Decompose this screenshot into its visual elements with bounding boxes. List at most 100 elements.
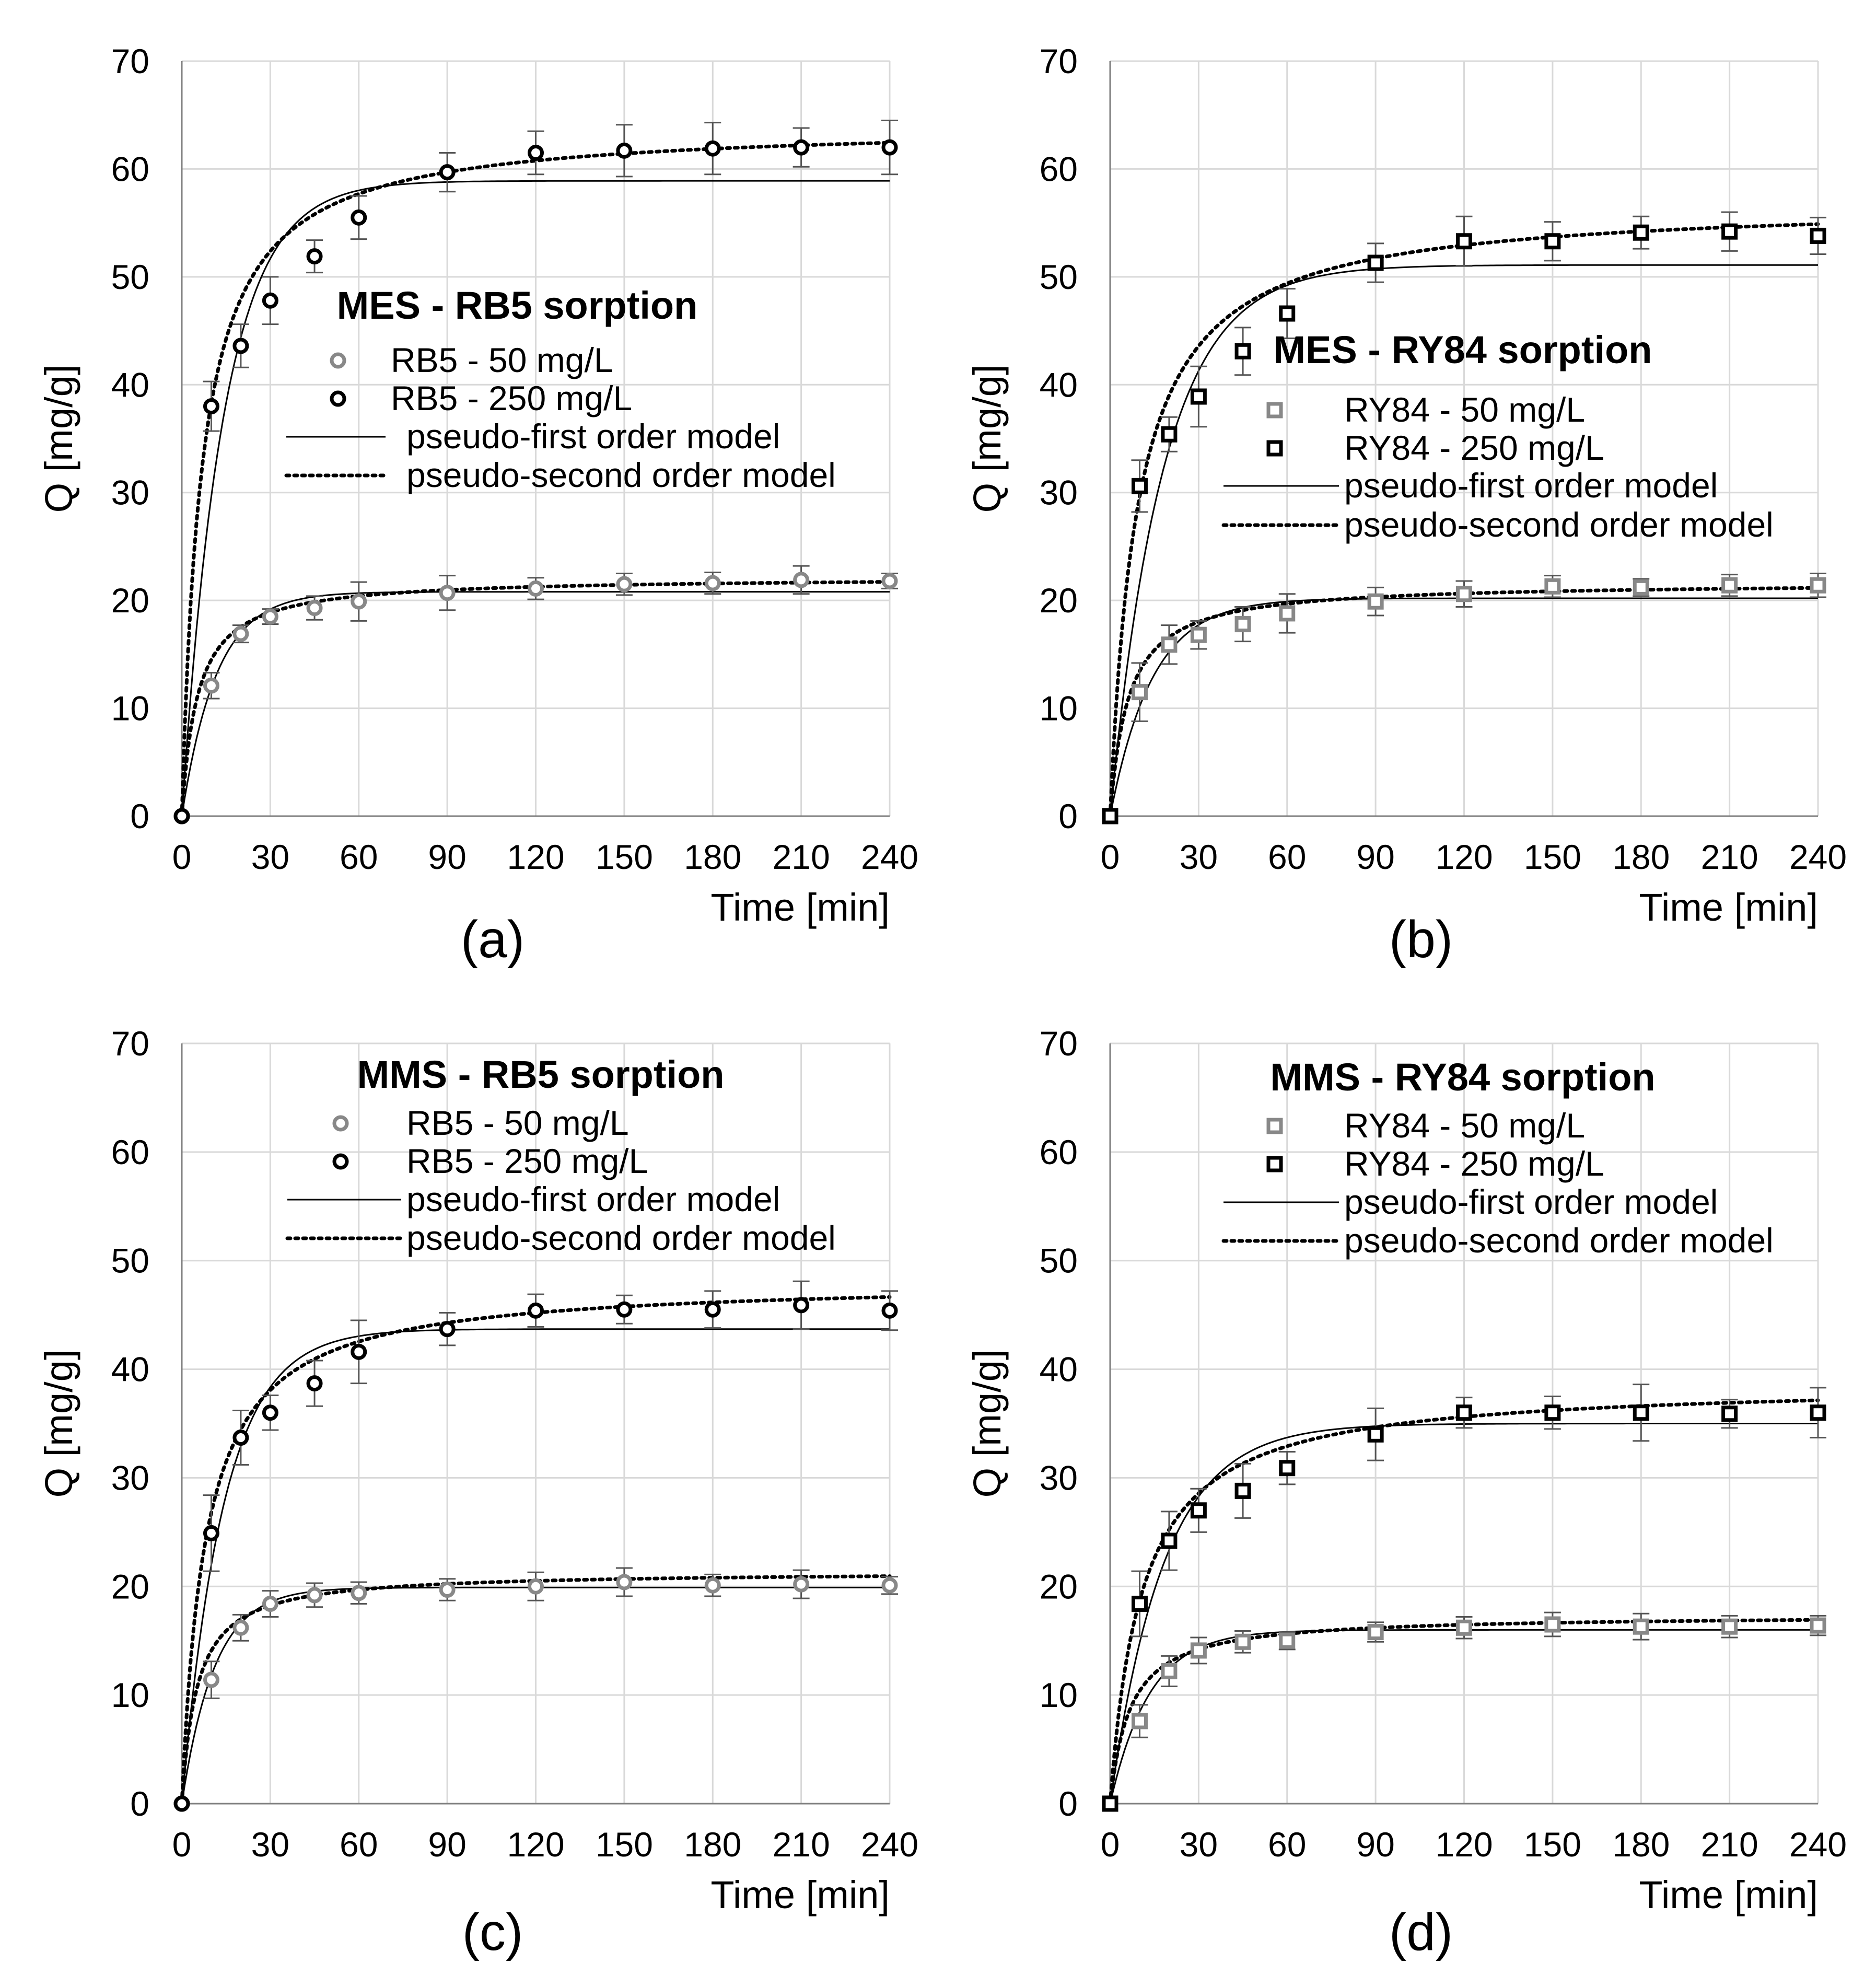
chart-d-xtick-label-90: 90 [1356, 1825, 1394, 1864]
chart-a-xtick-label-30: 30 [251, 838, 289, 876]
chart-b-svg: 0 10 20 30 40 50 60 70 0 30 60 90 120 150 180 210 240 Tim… [965, 42, 1847, 969]
chart-c-x-axis-title: Time [min] [710, 1873, 890, 1917]
chart-b-y-axis-title: Q [mg/g] [965, 365, 1009, 513]
chart-d-point-1-7 [1456, 1619, 1472, 1636]
chart-d-xtick-label-210: 210 [1701, 1825, 1758, 1864]
chart-c-svg: 0 10 20 30 40 50 60 70 0 30 60 90 120 150 180 210 240 Tim… [37, 1024, 918, 1961]
chart-c-point-2-4 [306, 1375, 323, 1392]
chart-b-xtick-label-60: 60 [1268, 838, 1306, 876]
chart-d-point-1-10 [1721, 1618, 1738, 1635]
chart-c-xtick-label-30: 30 [251, 1825, 289, 1864]
chart-c-legend-label-1: RB5 - 50 mg/L [406, 1104, 629, 1142]
chart-a-point-2-11 [881, 139, 898, 156]
chart-d-title: MMS - RY84 sorption [1270, 1055, 1655, 1099]
chart-b-point-1-5 [1279, 605, 1296, 622]
chart-d-point-1-11 [1810, 1617, 1826, 1634]
chart-a-point-2-9 [704, 140, 721, 157]
chart-a-ytick-label-20: 20 [111, 581, 149, 620]
chart-d-point-1-2 [1161, 1663, 1178, 1679]
chart-b-point-1-6 [1367, 593, 1384, 610]
chart-c-xtick-label-60: 60 [340, 1825, 378, 1864]
chart-a-xtick-label-60: 60 [340, 838, 378, 876]
chart-c-point-1-2 [232, 1619, 249, 1636]
chart-b-point-2-6 [1367, 254, 1384, 271]
chart-a-point-2-3 [262, 292, 278, 309]
chart-c-xtick-label-120: 120 [507, 1825, 564, 1864]
chart-d-ytick-label-50: 50 [1040, 1241, 1078, 1280]
chart-d-point-2-11 [1810, 1404, 1826, 1421]
chart-b-xtick-label-90: 90 [1356, 838, 1394, 876]
chart-d-xtick-label-0: 0 [1101, 1825, 1120, 1864]
chart-b-legend-label-1: RY84 - 50 mg/L [1344, 390, 1585, 429]
chart-b-point-2-3 [1190, 388, 1207, 405]
chart-d-legend-marker-2 [1266, 1156, 1283, 1172]
chart-b-point-2-8 [1544, 233, 1561, 250]
chart-d-ytick-label-0: 0 [1058, 1784, 1078, 1823]
chart-c-legend-marker-2 [332, 1153, 349, 1170]
chart-d-point-2-10 [1721, 1406, 1738, 1422]
chart-a-point-1-7 [528, 580, 544, 597]
chart-c-xtick-label-90: 90 [428, 1825, 466, 1864]
chart-b-point-2-4 [1234, 343, 1251, 359]
chart-a-legend-label-3: pseudo-first order model [406, 417, 780, 456]
chart-d-xtick-label-180: 180 [1612, 1825, 1670, 1864]
chart-a-point-1-10 [793, 572, 810, 588]
chart-c-point-1-10 [793, 1576, 810, 1593]
chart-a-legend-label-2: RB5 - 250 mg/L [391, 379, 632, 417]
chart-b-ytick-label-0: 0 [1058, 797, 1078, 835]
chart-a-ytick-label-70: 70 [111, 42, 149, 80]
chart-a-y-axis-title: Q [mg/g] [37, 365, 80, 513]
chart-c-point-1-8 [616, 1574, 633, 1590]
chart-d-point-1-4 [1234, 1633, 1251, 1650]
chart-c-point-2-3 [262, 1404, 278, 1421]
chart-b-point-2-7 [1456, 233, 1472, 250]
chart-d-point-1-6 [1367, 1624, 1384, 1641]
chart-a-point-2-6 [439, 164, 456, 181]
chart-d-legend-marker-1 [1266, 1118, 1283, 1134]
chart-d-point-2-4 [1234, 1482, 1251, 1499]
chart-a-point-1-4 [306, 600, 323, 617]
chart-a-ytick-label-60: 60 [111, 149, 149, 188]
chart-b-point-2-2 [1161, 426, 1178, 443]
chart-c-ytick-label-60: 60 [111, 1133, 149, 1171]
chart-c-point-1-11 [881, 1577, 898, 1594]
chart-c-point-2-10 [793, 1297, 810, 1314]
chart-c-panel-label: (c) [462, 1903, 523, 1961]
chart-d-ytick-label-10: 10 [1040, 1676, 1078, 1714]
chart-d-ytick-label-30: 30 [1040, 1458, 1078, 1497]
chart-d-point-2-1 [1131, 1596, 1148, 1612]
chart-b-point-1-2 [1161, 636, 1178, 653]
chart-d-ytick-label-70: 70 [1040, 1024, 1078, 1063]
chart-d-x-axis-title: Time [min] [1639, 1873, 1818, 1917]
chart-d-xtick-label-120: 120 [1435, 1825, 1493, 1864]
chart-a-point-2-2 [232, 338, 249, 354]
chart-b-xtick-label-240: 240 [1789, 838, 1847, 876]
chart-b-x-axis-title: Time [min] [1639, 886, 1818, 929]
chart-c-point-2-8 [616, 1301, 633, 1318]
chart-panel-d: 0 10 20 30 40 50 60 70 0 30 60 90 120 150 180 210 240 Tim… [938, 993, 1876, 1986]
chart-c-legend-marker-1 [332, 1115, 349, 1132]
chart-d-point-1-3 [1190, 1642, 1207, 1659]
chart-c-point-2-0 [173, 1795, 190, 1812]
chart-d-xtick-label-240: 240 [1789, 1825, 1847, 1864]
chart-c-legend-label-4: pseudo-second order model [406, 1218, 836, 1257]
chart-a-point-1-3 [262, 608, 278, 625]
chart-c-point-1-5 [351, 1585, 367, 1601]
chart-a-x-axis-title: Time [min] [710, 886, 890, 929]
chart-panel-b: 0 10 20 30 40 50 60 70 0 30 60 90 120 150 180 210 240 Tim… [938, 0, 1876, 993]
chart-a-ytick-label-10: 10 [111, 689, 149, 728]
chart-b-xtick-label-0: 0 [1101, 838, 1120, 876]
chart-b-xtick-label-30: 30 [1180, 838, 1218, 876]
chart-c-ytick-label-0: 0 [130, 1784, 149, 1823]
chart-a-point-2-1 [203, 398, 219, 415]
chart-b-ytick-label-30: 30 [1040, 473, 1078, 512]
chart-c-point-1-7 [528, 1578, 544, 1595]
chart-c-legend-label-2: RB5 - 250 mg/L [406, 1142, 648, 1180]
chart-c-point-1-9 [704, 1577, 721, 1594]
chart-b-ytick-label-60: 60 [1040, 149, 1078, 188]
chart-a-ytick-label-30: 30 [111, 473, 149, 512]
chart-a-svg: 0 10 20 30 40 50 60 70 0 30 60 90 120 150 180 210 240 Tim… [37, 42, 918, 969]
chart-c-xtick-label-150: 150 [596, 1825, 653, 1864]
chart-b-ytick-label-10: 10 [1040, 689, 1078, 728]
chart-c-point-2-2 [232, 1430, 249, 1446]
